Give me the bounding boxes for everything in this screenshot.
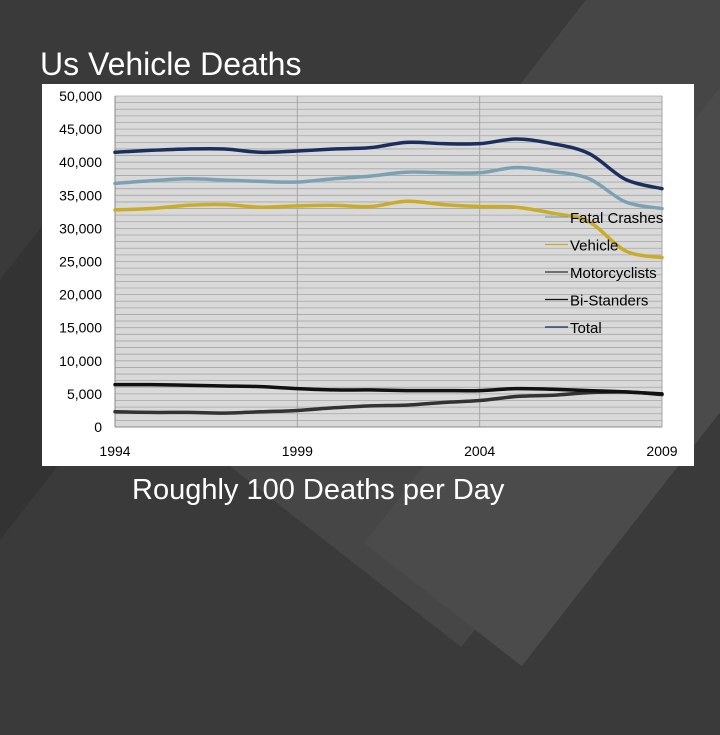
series-line-2 xyxy=(113,390,664,415)
y-tick-label: 30,000 xyxy=(59,220,102,236)
slide-title: Us Vehicle Deaths xyxy=(40,46,302,82)
legend-entry: Fatal Crashes xyxy=(570,210,663,227)
series-line-4 xyxy=(113,137,664,191)
x-tick-label: 2009 xyxy=(646,443,677,459)
line-chart: 0 5,000 10,000 15,000 20,000 25,000 30,000 35,0… xyxy=(59,88,678,459)
y-tick-label: 40,000 xyxy=(59,154,102,170)
x-tick-label: 2004 xyxy=(464,443,495,459)
legend-entry: Vehicle xyxy=(570,238,618,255)
series-line-1 xyxy=(113,199,664,260)
y-tick-label: 45,000 xyxy=(59,121,102,137)
slide-subtitle: Roughly 100 Deaths per Day xyxy=(132,474,505,506)
x-tick-label: 1994 xyxy=(99,443,130,459)
y-tick-label: 15,000 xyxy=(59,320,102,336)
series-line-0 xyxy=(113,165,664,211)
y-tick-label: 5,000 xyxy=(67,386,102,402)
x-tick-label: 1999 xyxy=(282,443,313,459)
gridlines xyxy=(115,95,663,427)
y-tick-label: 10,000 xyxy=(59,353,102,369)
legend-entry: Bi-Standers xyxy=(570,293,648,310)
legend-entry: Motorcyclists xyxy=(570,265,657,282)
chart-container: 0 5,000 10,000 15,000 20,000 25,000 30,000 35,0… xyxy=(42,84,694,466)
y-tick-label: 35,000 xyxy=(59,187,102,203)
y-tick-label: 20,000 xyxy=(59,287,102,303)
y-tick-label: 25,000 xyxy=(59,254,102,270)
y-tick-label: 0 xyxy=(94,419,102,435)
legend-entry: Total xyxy=(570,320,602,337)
y-tick-label: 50,000 xyxy=(59,88,102,104)
series-line-3 xyxy=(113,382,664,396)
